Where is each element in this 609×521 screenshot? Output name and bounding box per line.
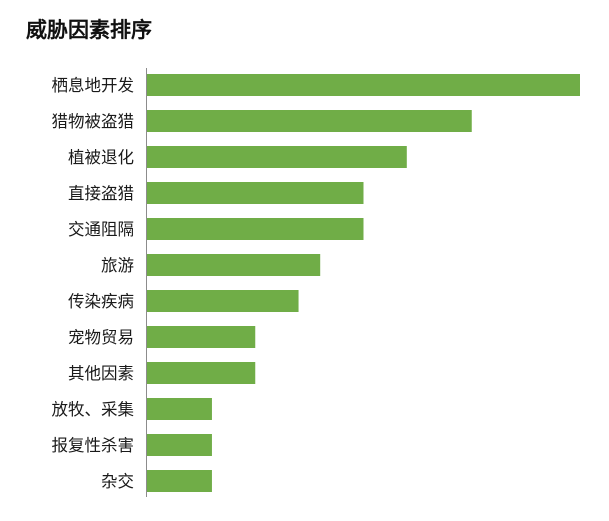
category-label-10: 放牧、采集 xyxy=(52,400,135,419)
category-label-3: 植被退化 xyxy=(68,148,134,167)
category-label-4: 直接盗猎 xyxy=(68,184,134,203)
bar-11 xyxy=(147,434,212,456)
category-label-5: 交通阻隔 xyxy=(68,220,134,239)
category-label-7: 传染疾病 xyxy=(68,292,134,311)
chart-title: 威胁因素排序 xyxy=(26,18,152,42)
bar-10 xyxy=(147,398,212,420)
bar-8 xyxy=(147,326,256,348)
bar-5 xyxy=(147,218,364,240)
category-label-9: 其他因素 xyxy=(68,364,134,383)
category-label-12: 杂交 xyxy=(101,472,134,491)
bar-4 xyxy=(147,182,364,204)
bar-1 xyxy=(147,74,580,96)
bar-12 xyxy=(147,470,212,492)
bar-9 xyxy=(147,362,256,384)
bar-6 xyxy=(147,254,321,276)
category-label-2: 猎物被盗猎 xyxy=(52,112,135,131)
bar-3 xyxy=(147,146,407,168)
category-label-6: 旅游 xyxy=(101,256,134,275)
category-label-11: 报复性杀害 xyxy=(52,436,135,455)
category-label-1: 栖息地开发 xyxy=(52,76,135,95)
bar-7 xyxy=(147,290,299,312)
category-label-8: 宠物贸易 xyxy=(68,328,134,347)
bar-2 xyxy=(147,110,472,132)
